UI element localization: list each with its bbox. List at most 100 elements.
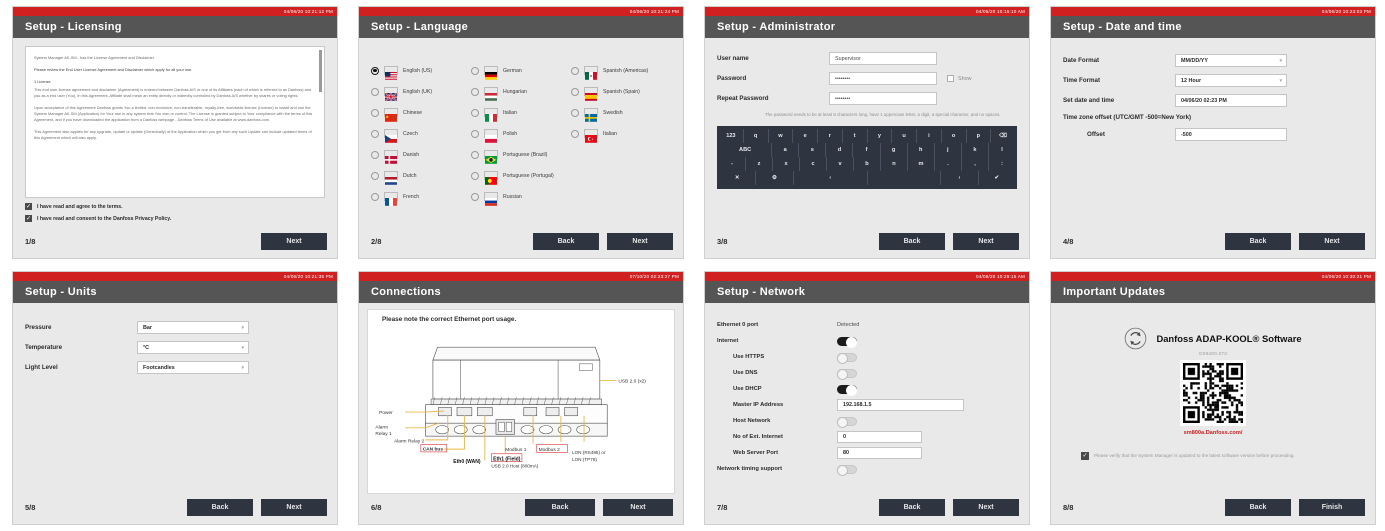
key-v[interactable]: v (827, 156, 854, 171)
repeat-password-input[interactable]: •••••••• (829, 92, 937, 105)
key-t[interactable]: t (843, 128, 868, 143)
language-option[interactable]: Italian (571, 123, 671, 144)
key-a[interactable]: a (772, 142, 800, 157)
show-password-checkbox[interactable]: Show (947, 75, 972, 82)
back-button[interactable]: Back (525, 498, 595, 516)
language-option[interactable]: Italian (471, 102, 571, 123)
privacy-policy-checkbox[interactable]: ✓ I have read and consent to the Danfoss… (25, 215, 325, 222)
update-url[interactable]: sm800a.Danfoss.com/ (1183, 430, 1243, 436)
toggle-switch[interactable] (837, 352, 857, 364)
back-button[interactable]: Back (879, 498, 945, 516)
key-o[interactable]: o (942, 128, 967, 143)
language-option[interactable]: German (471, 60, 571, 81)
language-option[interactable]: Spanish (Americas) (571, 60, 671, 81)
key-p[interactable]: p (967, 128, 992, 143)
eula-textbox[interactable]: System Manager AK-SM - has the License A… (25, 46, 325, 198)
gear-icon[interactable]: ⚙ (756, 170, 794, 185)
next-button[interactable]: Next (953, 232, 1019, 250)
language-option[interactable]: Chinese (371, 102, 471, 123)
key-z[interactable]: z (746, 156, 773, 171)
toggle-switch[interactable] (837, 336, 857, 348)
back-button[interactable]: Back (533, 232, 599, 250)
key-g[interactable]: g (881, 142, 908, 157)
language-option[interactable]: Polish (471, 123, 571, 144)
key-e[interactable]: e (793, 128, 818, 143)
key-j[interactable]: j (935, 142, 962, 157)
next-button[interactable]: Next (261, 232, 327, 250)
key-m[interactable]: m (908, 156, 935, 171)
next-button[interactable]: Next (607, 232, 673, 250)
key-:[interactable]: : (1001, 160, 1003, 167)
key-h[interactable]: h (908, 142, 935, 157)
language-option[interactable]: French (371, 186, 471, 207)
key-n[interactable]: n (881, 156, 908, 171)
key-,[interactable]: , (962, 156, 989, 171)
network-input[interactable]: 0 (837, 431, 922, 443)
language-option[interactable]: Portuguese (Portugal) (471, 165, 571, 186)
chevron-left-icon[interactable]: ‹ (794, 170, 868, 185)
key-w[interactable]: w (769, 128, 794, 143)
language-option[interactable]: Hungarian (471, 81, 571, 102)
language-option[interactable]: Czech (371, 123, 471, 144)
finish-button[interactable]: Finish (1299, 498, 1365, 516)
back-button[interactable]: Back (1225, 498, 1291, 516)
language-option[interactable]: English (US) (371, 60, 471, 81)
key-123[interactable]: 123 (719, 128, 744, 143)
chevron-right-icon[interactable]: › (941, 170, 979, 185)
toggle-switch[interactable] (837, 464, 857, 476)
offset-input[interactable]: -500 (1175, 128, 1287, 141)
next-button[interactable]: Next (953, 498, 1019, 516)
network-input[interactable]: 192.168.1.5 (837, 399, 964, 411)
language-option[interactable]: Danish (371, 144, 471, 165)
verify-checkbox[interactable]: ✓ Please verify that the System Manager … (1081, 452, 1353, 460)
username-input[interactable]: Supervisor (829, 52, 937, 65)
set-datetime-input[interactable]: 04/06/20 02:23 PM (1175, 94, 1287, 107)
agree-terms-checkbox[interactable]: ✓ I have read and agree to the terms. (25, 203, 325, 210)
key--[interactable]: - (719, 156, 746, 171)
key-q[interactable]: q (744, 128, 769, 143)
language-option[interactable]: Spanish (Spain) (571, 81, 671, 102)
key-d[interactable]: d (826, 142, 854, 157)
check-icon[interactable]: ✔ (994, 174, 1000, 181)
key-x[interactable]: x (773, 156, 800, 171)
toggle-switch[interactable] (837, 384, 857, 396)
key-ABC[interactable]: ABC (719, 142, 773, 157)
date-format-row: Date Format MM/DD/YY ▾ (1063, 54, 1363, 67)
key-⌫[interactable]: ⌫ (999, 132, 1008, 139)
date-format-select[interactable]: MM/DD/YY ▾ (1175, 54, 1287, 67)
language-option[interactable]: English (UK) (371, 81, 471, 102)
key-s[interactable]: s (799, 142, 827, 157)
key-l[interactable]: l (1001, 146, 1003, 153)
light-level-select[interactable]: Footcandles ▾ (137, 361, 249, 374)
next-button[interactable]: Next (261, 498, 327, 516)
language-option[interactable]: Dutch (371, 165, 471, 186)
back-button[interactable]: Back (879, 232, 945, 250)
scrollbar-thumb[interactable] (319, 50, 322, 92)
next-button[interactable]: Next (603, 498, 673, 516)
pressure-select[interactable]: Bar ▾ (137, 321, 249, 334)
key-c[interactable]: c (800, 156, 827, 171)
network-input[interactable]: 80 (837, 447, 922, 459)
key-b[interactable]: b (854, 156, 881, 171)
back-button[interactable]: Back (187, 498, 253, 516)
back-button[interactable]: Back (1225, 232, 1291, 250)
key-u[interactable]: u (892, 128, 917, 143)
language-option[interactable]: Portuguese (Brazil) (471, 144, 571, 165)
key-.[interactable]: . (935, 156, 962, 171)
password-input[interactable]: •••••••• (829, 72, 937, 85)
temperature-select[interactable]: °C ▾ (137, 341, 249, 354)
language-option[interactable]: Russian (471, 186, 571, 207)
key-f[interactable]: f (853, 142, 881, 157)
time-format-select[interactable]: 12 Hour ▾ (1175, 74, 1287, 87)
footer: 8/8 Back Finish (1051, 494, 1375, 524)
key-i[interactable]: i (917, 128, 942, 143)
key-y[interactable]: y (868, 128, 893, 143)
key-r[interactable]: r (818, 128, 843, 143)
key-k[interactable]: k (962, 142, 989, 157)
next-button[interactable]: Next (1299, 232, 1365, 250)
language-option[interactable]: Swedish (571, 102, 671, 123)
close-icon[interactable]: ✕ (719, 170, 757, 185)
toggle-switch[interactable] (837, 416, 857, 428)
toggle-switch[interactable] (837, 368, 857, 380)
